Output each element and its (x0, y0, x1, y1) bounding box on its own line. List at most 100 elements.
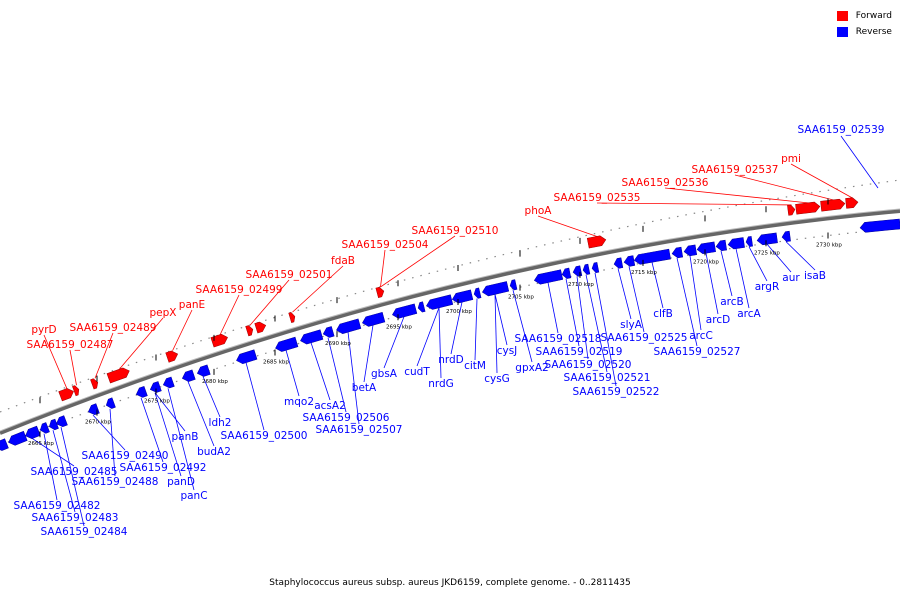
label-aur[interactable]: aur (782, 272, 800, 284)
gene-r17[interactable] (335, 318, 362, 335)
gene-r7[interactable] (105, 397, 116, 410)
gene-r22[interactable] (451, 289, 474, 304)
label-saa6159-02522[interactable]: SAA6159_02522 (573, 386, 660, 398)
label-saa6159-02489[interactable]: SAA6159_02489 (70, 322, 157, 334)
gene-panE[interactable] (165, 349, 180, 363)
gene-r38[interactable] (727, 237, 745, 250)
gene-r27[interactable] (561, 267, 572, 279)
label-saa6159-02535[interactable]: SAA6159_02535 (554, 192, 641, 204)
gene-r20[interactable] (417, 301, 426, 313)
gene-r9[interactable] (149, 381, 162, 394)
label-saa6159-02507[interactable]: SAA6159_02507 (316, 424, 403, 436)
gene-r25[interactable] (509, 279, 518, 291)
gene-r4[interactable] (47, 418, 59, 431)
gene-r36[interactable] (696, 241, 716, 255)
gene-r26[interactable] (533, 269, 564, 286)
label-saa6159-02492[interactable]: SAA6159_02492 (120, 462, 207, 474)
gene-02536[interactable] (795, 201, 821, 215)
gene-r37[interactable] (715, 239, 727, 252)
label-saa6159-02536[interactable]: SAA6159_02536 (622, 177, 709, 189)
gene-r18[interactable] (361, 311, 386, 327)
label-mqo2[interactable]: mqo2 (284, 396, 314, 408)
label-arcc[interactable]: arcC (689, 330, 713, 342)
gene-02487[interactable] (72, 385, 80, 397)
label-acsa2[interactable]: acsA2 (314, 400, 346, 412)
gene-r10[interactable] (162, 376, 175, 390)
label-saa6159-02500[interactable]: SAA6159_02500 (221, 430, 308, 442)
gene-02537[interactable] (820, 198, 846, 212)
gene-02504[interactable] (375, 286, 385, 299)
gene-pmi[interactable] (845, 197, 859, 209)
label-saa6159-02482[interactable]: SAA6159_02482 (14, 500, 101, 512)
label-clfb[interactable]: clfB (653, 308, 673, 320)
label-saa6159-02510[interactable]: SAA6159_02510 (412, 225, 499, 237)
label-pyrd[interactable]: pyrD (31, 324, 56, 336)
label-cudt[interactable]: cudT (404, 366, 430, 378)
gene-r12[interactable] (196, 364, 211, 378)
label-panb[interactable]: panB (172, 431, 199, 443)
label-saa6159-02539[interactable]: SAA6159_02539 (798, 124, 885, 136)
gene-r13[interactable] (235, 349, 258, 366)
label-arcd[interactable]: arcD (706, 314, 730, 326)
label-saa6159-02527[interactable]: SAA6159_02527 (654, 346, 741, 358)
gene-r8[interactable] (135, 386, 148, 399)
label-cysj[interactable]: cysJ (497, 345, 518, 357)
label-pand[interactable]: panD (167, 476, 195, 488)
gene-r34[interactable] (671, 246, 684, 259)
label-saa6159-02525[interactable]: SAA6159_02525 (601, 332, 688, 344)
label-saa6159-02506[interactable]: SAA6159_02506 (303, 412, 390, 424)
gene-r31[interactable] (613, 257, 624, 269)
gene-r1[interactable] (7, 430, 28, 447)
label-saa6159-02484[interactable]: SAA6159_02484 (41, 526, 128, 538)
gene-r39[interactable] (745, 236, 753, 247)
label-nrdd[interactable]: nrdD (438, 354, 464, 366)
label-buda2[interactable]: budA2 (197, 446, 231, 458)
gene-r5[interactable] (55, 415, 68, 429)
label-saa6159-02490[interactable]: SAA6159_02490 (82, 450, 169, 462)
gene-r40[interactable] (756, 232, 778, 246)
label-panc[interactable]: panC (180, 490, 207, 502)
gene-pyrD[interactable] (58, 387, 76, 402)
label-fdab[interactable]: fdaB (331, 255, 355, 267)
label-saa6159-02501[interactable]: SAA6159_02501 (246, 269, 333, 281)
gene-r41[interactable] (781, 230, 791, 242)
label-gbsa[interactable]: gbsA (371, 368, 398, 380)
gene-02535[interactable] (787, 204, 796, 216)
gene-phoA[interactable] (586, 235, 607, 249)
gene-r32[interactable] (623, 255, 636, 268)
label-saa6159-02485[interactable]: SAA6159_02485 (31, 466, 118, 478)
label-ldh2[interactable]: ldh2 (209, 417, 232, 429)
gene-r11[interactable] (181, 369, 196, 383)
gene-02499[interactable] (210, 333, 229, 348)
label-cysg[interactable]: cysG (484, 373, 510, 385)
label-saa6159-02487[interactable]: SAA6159_02487 (27, 339, 114, 351)
gene-r3[interactable] (38, 422, 50, 435)
label-citm[interactable]: citM (464, 360, 486, 372)
label-argr[interactable]: argR (755, 281, 780, 293)
gene-r0[interactable] (0, 438, 9, 453)
label-saa6159-02537[interactable]: SAA6159_02537 (692, 164, 779, 176)
gene-pepX[interactable] (106, 366, 131, 384)
label-saa6159-02504[interactable]: SAA6159_02504 (342, 239, 429, 251)
gene-r30[interactable] (591, 262, 600, 274)
gene-r19[interactable] (391, 303, 418, 320)
label-gpxa2[interactable]: gpxA2 (515, 362, 548, 374)
gene-02501a[interactable] (245, 325, 255, 337)
label-saa6159-02519[interactable]: SAA6159_02519 (536, 346, 623, 358)
label-beta[interactable]: betA (352, 382, 377, 394)
gene-r15[interactable] (299, 329, 324, 346)
gene-r42[interactable] (859, 218, 900, 233)
gene-r21[interactable] (425, 294, 454, 311)
label-nrdg[interactable]: nrdG (428, 378, 454, 390)
label-saa6159-02518[interactable]: SAA6159_02518 (515, 333, 602, 345)
label-pane[interactable]: panE (179, 299, 205, 311)
gene-02501[interactable] (254, 321, 268, 334)
label-phoa[interactable]: phoA (525, 205, 553, 217)
label-saa6159-02488[interactable]: SAA6159_02488 (72, 476, 159, 488)
gene-r35[interactable] (683, 244, 698, 257)
label-saa6159-02499[interactable]: SAA6159_02499 (196, 284, 283, 296)
gene-r29[interactable] (582, 263, 591, 275)
gene-fdaB[interactable] (288, 312, 297, 323)
label-arcb[interactable]: arcB (720, 296, 744, 308)
gene-r23[interactable] (473, 287, 482, 299)
